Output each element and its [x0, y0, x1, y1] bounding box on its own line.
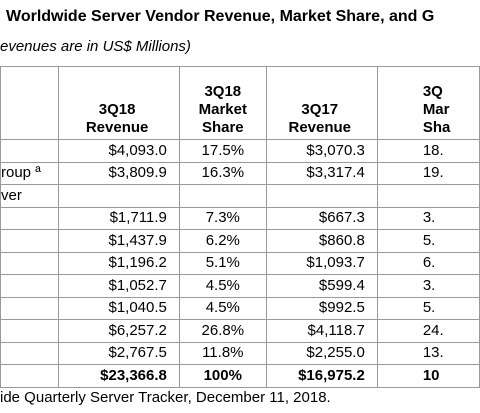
cell: $4,118.7 [265, 319, 378, 343]
cell [0, 274, 60, 298]
cell [265, 184, 378, 208]
cell: 3. [376, 206, 480, 230]
cell: 24. [376, 319, 480, 343]
cell: 5.1% [178, 251, 267, 275]
column-header: 3Q18 Market Share [178, 66, 267, 140]
cell: $667.3 [265, 206, 378, 230]
cell: roup ª [0, 161, 60, 185]
cell: $992.5 [265, 296, 378, 320]
header-row: 3Q18 Revenue 3Q18 Market Share 3Q17 Revenue 3Q M… [0, 66, 480, 140]
data-row: $1,711.9 7.3% $667.3 3. [0, 206, 480, 230]
cell: 5. [376, 296, 480, 320]
cell [178, 184, 267, 208]
cell: $1,040.5 [58, 296, 180, 320]
column-header: 3Q Mar Sha [376, 66, 480, 140]
cell: 100% [178, 364, 267, 388]
cell: $3,809.9 [58, 161, 180, 185]
cell: $2,767.5 [58, 341, 180, 365]
revenue-table: 3Q18 Revenue 3Q18 Market Share 3Q17 Revenue 3Q M… [0, 66, 480, 388]
column-header [0, 66, 60, 140]
cell: 18. [376, 139, 480, 163]
cell: 16.3% [178, 161, 267, 185]
data-row: $1,196.2 5.1% $1,093.7 6. [0, 251, 480, 275]
data-row: $1,040.5 4.5% $992.5 5. [0, 296, 480, 320]
cell: $1,093.7 [265, 251, 378, 275]
source-note: ide Quarterly Server Tracker, December 1… [0, 389, 331, 406]
subtitle: evenues are in US$ Millions) [0, 38, 191, 55]
header-line: Revenue [288, 119, 352, 136]
cell: $3,070.3 [265, 139, 378, 163]
cell [0, 139, 60, 163]
cell: 17.5% [178, 139, 267, 163]
column-header: 3Q17 Revenue [265, 66, 378, 140]
cell: 11.8% [178, 341, 267, 365]
cell: $1,196.2 [58, 251, 180, 275]
cell: $1,052.7 [58, 274, 180, 298]
title: Worldwide Server Vendor Revenue, Market … [6, 8, 435, 25]
header-line: 3Q18 [98, 101, 136, 118]
data-row: ver [0, 184, 480, 208]
data-row: $1,437.9 6.2% $860.8 5. [0, 229, 480, 253]
cell: $860.8 [265, 229, 378, 253]
data-row: $4,093.0 17.5% $3,070.3 18. [0, 139, 480, 163]
header-line: Mar [422, 101, 450, 118]
data-row: $6,257.2 26.8% $4,118.7 24. [0, 319, 480, 343]
cell: $2,255.0 [265, 341, 378, 365]
cell: 10 [376, 364, 480, 388]
cell: 4.5% [178, 296, 267, 320]
cell: ver [0, 184, 60, 208]
cell: $23,366.8 [58, 364, 180, 388]
cell: 7.3% [178, 206, 267, 230]
cell [0, 319, 60, 343]
cell [0, 229, 60, 253]
cell: $4,093.0 [58, 139, 180, 163]
cell [0, 251, 60, 275]
cell [0, 341, 60, 365]
cell: 5. [376, 229, 480, 253]
data-row: roup ª $3,809.9 16.3% $3,317.4 19. [0, 161, 480, 185]
cell [58, 184, 180, 208]
cell [0, 296, 60, 320]
cell: $1,437.9 [58, 229, 180, 253]
cell: $3,317.4 [265, 161, 378, 185]
cell: 4.5% [178, 274, 267, 298]
cell: 6.2% [178, 229, 267, 253]
header-line: 3Q [422, 83, 443, 100]
cell: 6. [376, 251, 480, 275]
header-line: Sha [422, 119, 451, 136]
header-line: Share [201, 119, 244, 136]
cell [0, 206, 60, 230]
cell: 3. [376, 274, 480, 298]
header-line: Market [198, 101, 247, 118]
cell [0, 364, 60, 388]
cell: 19. [376, 161, 480, 185]
cell: $599.4 [265, 274, 378, 298]
data-row: $2,767.5 11.8% $2,255.0 13. [0, 341, 480, 365]
cell: 13. [376, 341, 480, 365]
cell: $1,711.9 [58, 206, 180, 230]
header-line: Revenue [85, 119, 149, 136]
total-row: $23,366.8 100% $16,975.2 10 [0, 364, 480, 388]
cell: $16,975.2 [265, 364, 378, 388]
cell: 26.8% [178, 319, 267, 343]
header-line: 3Q18 [204, 83, 242, 100]
column-header: 3Q18 Revenue [58, 66, 180, 140]
cell: $6,257.2 [58, 319, 180, 343]
data-row: $1,052.7 4.5% $599.4 3. [0, 274, 480, 298]
header-line: 3Q17 [301, 101, 339, 118]
cell [376, 184, 480, 208]
